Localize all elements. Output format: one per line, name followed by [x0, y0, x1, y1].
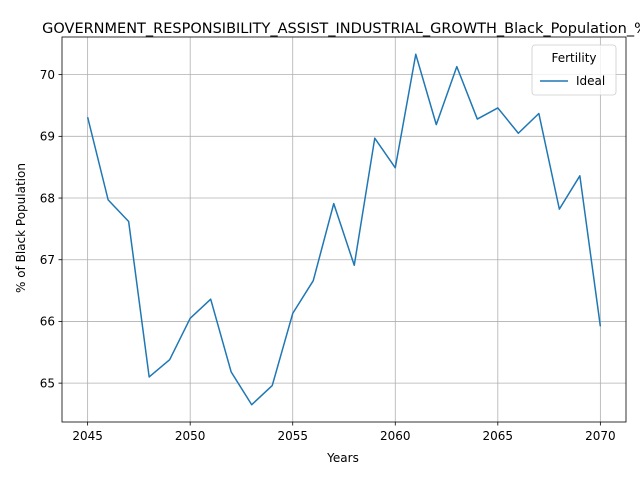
x-axis-label: Years [326, 451, 359, 465]
y-tick-label: 69 [40, 130, 55, 144]
y-tick-label: 68 [40, 191, 55, 205]
y-tick-label: 67 [40, 253, 55, 267]
x-tick-label: 2060 [380, 429, 411, 443]
legend-box [531, 44, 617, 96]
y-axis-label: % of Black Population [14, 163, 28, 293]
x-tick-label: 2050 [175, 429, 206, 443]
series-line-ideal [86, 53, 602, 406]
x-tick-label: 2070 [585, 429, 616, 443]
chart-title: GOVERNMENT_RESPONSIBILITY_ASSIST_INDUSTR… [42, 21, 640, 37]
x-tick-label: 2045 [72, 429, 103, 443]
y-tick-label: 70 [40, 68, 55, 82]
legend-entry: Ideal [576, 74, 605, 88]
plot-frame [61, 36, 627, 423]
x-tick-label: 2055 [277, 429, 308, 443]
y-tick-label: 65 [40, 376, 55, 390]
y-tick-label: 66 [40, 315, 55, 329]
x-tick-label: 2065 [483, 429, 514, 443]
legend-title: Fertility [551, 51, 596, 65]
